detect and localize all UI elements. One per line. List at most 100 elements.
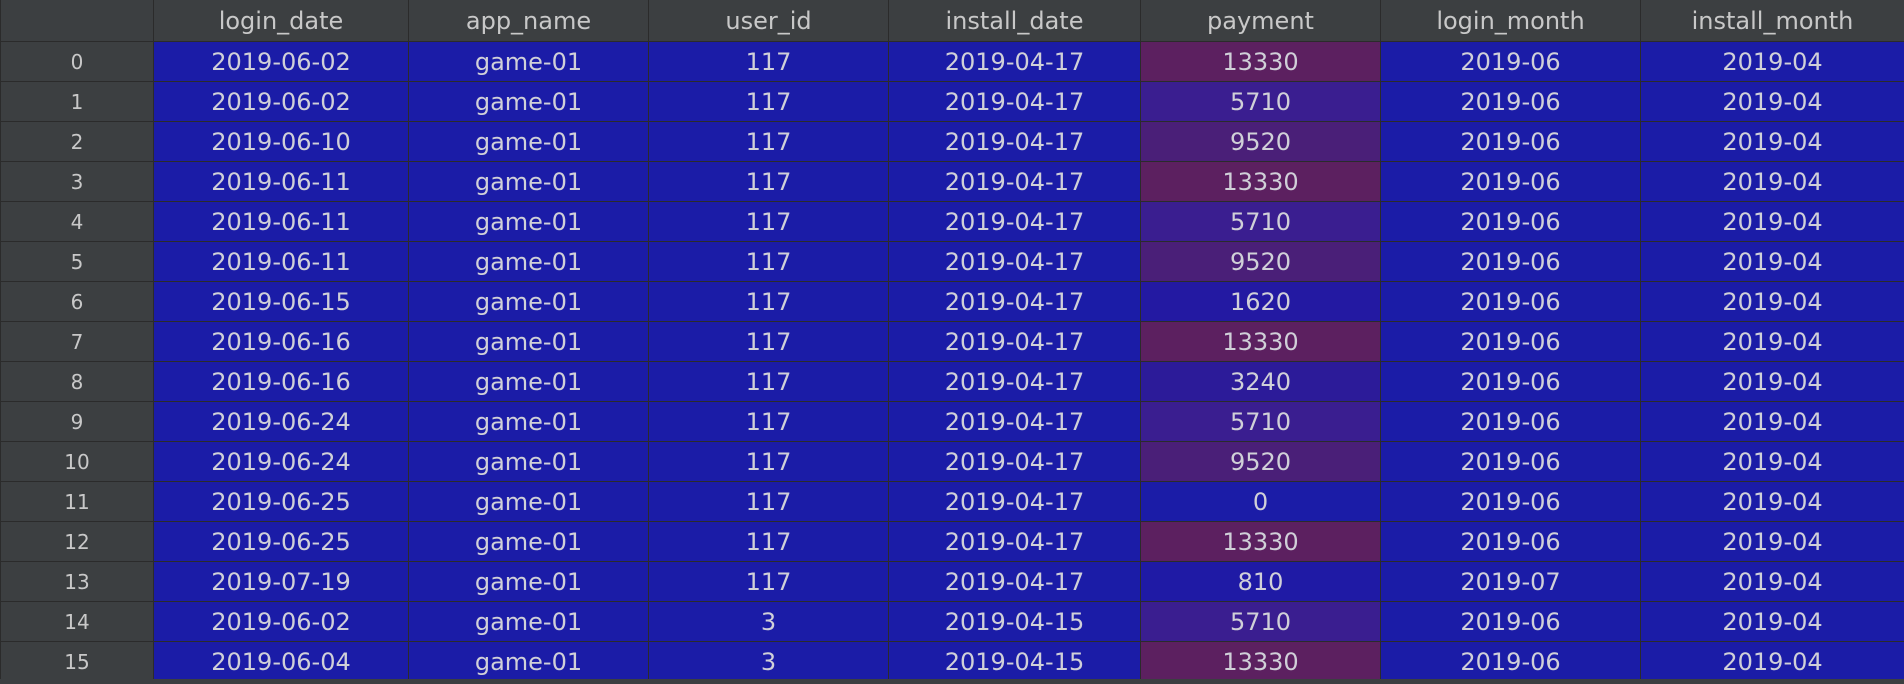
row-index[interactable]: 15 — [0, 641, 154, 682]
table-row[interactable]: 12 2019-06-25 game-01 117 2019-04-17 13330 201… — [0, 521, 1904, 562]
table-row[interactable]: 0 2019-06-02 game-01 117 2019-04-17 13330 2019… — [0, 41, 1904, 82]
cell-login-date[interactable]: 2019-06-11 — [153, 161, 409, 202]
cell-login-date[interactable]: 2019-06-04 — [153, 641, 409, 682]
cell-login-date[interactable]: 2019-06-24 — [153, 441, 409, 482]
table-row[interactable]: 3 2019-06-11 game-01 117 2019-04-17 13330 2019… — [0, 161, 1904, 202]
cell-login-date[interactable]: 2019-06-02 — [153, 81, 409, 122]
cell-install-date[interactable]: 2019-04-17 — [888, 401, 1141, 442]
cell-app-name[interactable]: game-01 — [408, 81, 649, 122]
cell-login-date[interactable]: 2019-06-11 — [153, 241, 409, 282]
row-index[interactable]: 7 — [0, 321, 154, 362]
cell-install-month[interactable]: 2019-04 — [1640, 401, 1904, 442]
cell-login-date[interactable]: 2019-06-24 — [153, 401, 409, 442]
column-header-user-id[interactable]: user_id — [648, 0, 889, 42]
cell-app-name[interactable]: game-01 — [408, 201, 649, 242]
row-index[interactable]: 14 — [0, 601, 154, 642]
column-header-app-name[interactable]: app_name — [408, 0, 649, 42]
cell-install-date[interactable]: 2019-04-17 — [888, 121, 1141, 162]
table-row[interactable]: 14 2019-06-02 game-01 3 2019-04-15 5710 2019-0… — [0, 601, 1904, 642]
cell-user-id[interactable]: 117 — [648, 561, 889, 602]
cell-payment[interactable]: 13330 — [1140, 161, 1381, 202]
cell-install-date[interactable]: 2019-04-17 — [888, 241, 1141, 282]
cell-login-date[interactable]: 2019-06-25 — [153, 481, 409, 522]
cell-login-month[interactable]: 2019-06 — [1380, 361, 1641, 402]
cell-app-name[interactable]: game-01 — [408, 41, 649, 82]
cell-login-month[interactable]: 2019-06 — [1380, 641, 1641, 682]
cell-install-month[interactable]: 2019-04 — [1640, 161, 1904, 202]
cell-app-name[interactable]: game-01 — [408, 121, 649, 162]
cell-login-month[interactable]: 2019-06 — [1380, 161, 1641, 202]
row-index[interactable]: 4 — [0, 201, 154, 242]
cell-login-month[interactable]: 2019-06 — [1380, 441, 1641, 482]
cell-install-month[interactable]: 2019-04 — [1640, 121, 1904, 162]
row-index[interactable]: 6 — [0, 281, 154, 322]
cell-login-date[interactable]: 2019-06-02 — [153, 41, 409, 82]
cell-login-date[interactable]: 2019-07-19 — [153, 561, 409, 602]
cell-user-id[interactable]: 117 — [648, 41, 889, 82]
cell-app-name[interactable]: game-01 — [408, 161, 649, 202]
table-row[interactable]: 1 2019-06-02 game-01 117 2019-04-17 5710 2019-… — [0, 81, 1904, 122]
cell-login-date[interactable]: 2019-06-25 — [153, 521, 409, 562]
row-index[interactable]: 10 — [0, 441, 154, 482]
row-index[interactable]: 12 — [0, 521, 154, 562]
cell-login-date[interactable]: 2019-06-16 — [153, 361, 409, 402]
cell-app-name[interactable]: game-01 — [408, 401, 649, 442]
row-index[interactable]: 9 — [0, 401, 154, 442]
cell-payment[interactable]: 9520 — [1140, 241, 1381, 282]
cell-user-id[interactable]: 117 — [648, 481, 889, 522]
cell-install-date[interactable]: 2019-04-17 — [888, 81, 1141, 122]
cell-app-name[interactable]: game-01 — [408, 281, 649, 322]
cell-login-date[interactable]: 2019-06-10 — [153, 121, 409, 162]
cell-user-id[interactable]: 117 — [648, 161, 889, 202]
cell-payment[interactable]: 5710 — [1140, 601, 1381, 642]
cell-install-month[interactable]: 2019-04 — [1640, 41, 1904, 82]
cell-install-date[interactable]: 2019-04-17 — [888, 561, 1141, 602]
cell-user-id[interactable]: 117 — [648, 201, 889, 242]
cell-payment[interactable]: 5710 — [1140, 81, 1381, 122]
row-index[interactable]: 2 — [0, 121, 154, 162]
cell-app-name[interactable]: game-01 — [408, 321, 649, 362]
row-index[interactable]: 3 — [0, 161, 154, 202]
table-row[interactable]: 15 2019-06-04 game-01 3 2019-04-15 13330 2019-… — [0, 641, 1904, 682]
cell-install-date[interactable]: 2019-04-17 — [888, 361, 1141, 402]
cell-install-month[interactable]: 2019-04 — [1640, 281, 1904, 322]
cell-login-date[interactable]: 2019-06-11 — [153, 201, 409, 242]
cell-install-date[interactable]: 2019-04-17 — [888, 161, 1141, 202]
column-header-login-month[interactable]: login_month — [1380, 0, 1641, 42]
cell-login-month[interactable]: 2019-06 — [1380, 81, 1641, 122]
cell-user-id[interactable]: 117 — [648, 321, 889, 362]
cell-payment[interactable]: 13330 — [1140, 321, 1381, 362]
cell-install-date[interactable]: 2019-04-17 — [888, 321, 1141, 362]
cell-user-id[interactable]: 117 — [648, 521, 889, 562]
cell-payment[interactable]: 3240 — [1140, 361, 1381, 402]
row-index[interactable]: 8 — [0, 361, 154, 402]
cell-user-id[interactable]: 117 — [648, 441, 889, 482]
cell-install-month[interactable]: 2019-04 — [1640, 481, 1904, 522]
cell-install-date[interactable]: 2019-04-17 — [888, 521, 1141, 562]
cell-login-month[interactable]: 2019-06 — [1380, 521, 1641, 562]
row-index[interactable]: 1 — [0, 81, 154, 122]
column-header-login-date[interactable]: login_date — [153, 0, 409, 42]
cell-install-date[interactable]: 2019-04-17 — [888, 201, 1141, 242]
cell-login-month[interactable]: 2019-06 — [1380, 281, 1641, 322]
row-index[interactable]: 5 — [0, 241, 154, 282]
cell-user-id[interactable]: 3 — [648, 601, 889, 642]
cell-install-month[interactable]: 2019-04 — [1640, 441, 1904, 482]
cell-install-month[interactable]: 2019-04 — [1640, 201, 1904, 242]
table-row[interactable]: 11 2019-06-25 game-01 117 2019-04-17 0 2019-06… — [0, 481, 1904, 522]
cell-install-month[interactable]: 2019-04 — [1640, 641, 1904, 682]
cell-payment[interactable]: 1620 — [1140, 281, 1381, 322]
cell-payment[interactable]: 5710 — [1140, 201, 1381, 242]
cell-app-name[interactable]: game-01 — [408, 601, 649, 642]
cell-app-name[interactable]: game-01 — [408, 361, 649, 402]
cell-login-month[interactable]: 2019-06 — [1380, 321, 1641, 362]
cell-install-month[interactable]: 2019-04 — [1640, 81, 1904, 122]
table-row[interactable]: 4 2019-06-11 game-01 117 2019-04-17 5710 2019-… — [0, 201, 1904, 242]
cell-user-id[interactable]: 117 — [648, 401, 889, 442]
cell-app-name[interactable]: game-01 — [408, 561, 649, 602]
row-index[interactable]: 13 — [0, 561, 154, 602]
table-row[interactable]: 2 2019-06-10 game-01 117 2019-04-17 9520 2019-… — [0, 121, 1904, 162]
cell-app-name[interactable]: game-01 — [408, 481, 649, 522]
cell-login-date[interactable]: 2019-06-02 — [153, 601, 409, 642]
cell-user-id[interactable]: 117 — [648, 121, 889, 162]
